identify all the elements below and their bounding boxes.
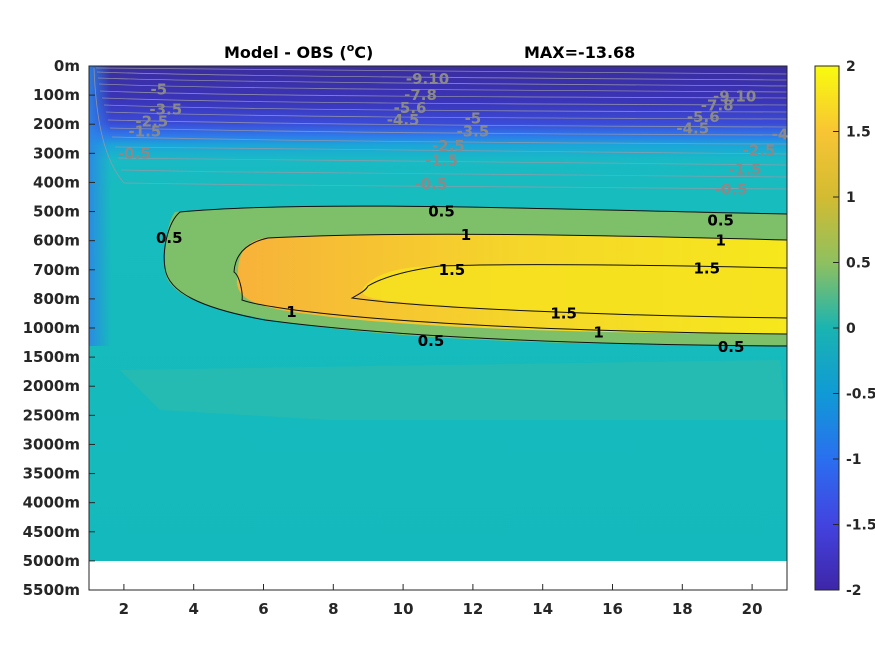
- chart-title: Model - OBS (oC): [224, 41, 373, 62]
- x-tick-label: 18: [672, 600, 693, 618]
- x-tick-label: 8: [328, 600, 338, 618]
- colorbar-tick-label: -1.5: [846, 518, 875, 534]
- contour-label-negative: -4: [772, 125, 789, 143]
- colorbar-tick-label: -0.5: [846, 387, 875, 403]
- contour-label-positive: 1: [593, 323, 603, 341]
- x-tick-label: 2: [119, 600, 129, 618]
- x-axis: 2 4 6 8 10 12 14 16 18 20: [119, 584, 763, 618]
- y-tick-label: 5000m: [23, 552, 80, 570]
- contour-label-negative: -2.5: [135, 112, 168, 130]
- y-tick-label: 1000m: [23, 319, 80, 337]
- contour-label-negative: -0.5: [118, 144, 151, 162]
- colorbar-tick-label: 0.5: [846, 256, 871, 272]
- colorbar-tick-label: -2: [846, 583, 862, 599]
- contour-label-negative: -7.8: [701, 96, 734, 114]
- y-tick-label: 3000m: [23, 435, 80, 453]
- contour-label-negative: -1.5: [425, 152, 458, 170]
- contour-label-positive: 1.5: [550, 304, 577, 322]
- x-tick-label: 16: [602, 600, 623, 618]
- field-mid-anomaly: [120, 360, 787, 420]
- y-tick-label: 800m: [33, 290, 80, 308]
- colorbar-tick-label: 0: [846, 321, 856, 337]
- contour-label-negative: -2.5: [432, 137, 465, 155]
- colorbar-tick-label: -1: [846, 452, 862, 468]
- contour-label-positive: 1.5: [439, 261, 466, 279]
- contour-label-negative: -3.5: [456, 123, 489, 141]
- y-tick-label: 700m: [33, 261, 80, 279]
- contour-label-negative: -1.5: [729, 160, 762, 178]
- contour-label-negative: -7.8: [404, 86, 437, 104]
- y-tick-label: 400m: [33, 173, 80, 191]
- x-tick-label: 6: [258, 600, 268, 618]
- x-tick-label: 10: [393, 600, 414, 618]
- contour-label-negative: -3.5: [149, 101, 182, 119]
- contour-label-positive: 0.5: [718, 338, 745, 356]
- y-tick-label: 500m: [33, 203, 80, 221]
- contour-label-positive: 0.5: [707, 211, 734, 229]
- max-annotation: MAX=-13.68: [524, 43, 635, 62]
- contour-label-positive: 0.5: [428, 203, 455, 221]
- contour-label-positive: 1: [715, 232, 725, 250]
- x-tick-label: 12: [462, 600, 483, 618]
- contour-label-positive: 1.5: [693, 259, 720, 277]
- contour-label-negative: -5: [465, 109, 482, 127]
- y-tick-label: 4000m: [23, 494, 80, 512]
- contour-label-positive: 1: [286, 303, 296, 321]
- y-tick-label: 5500m: [23, 581, 80, 599]
- contour-label-positive: 0.5: [418, 332, 445, 350]
- contour-label-positive: 0.5: [156, 229, 183, 247]
- no-data-region: [89, 561, 787, 590]
- contour-label-negative: -5.6: [394, 99, 427, 117]
- contour-label-negative: -0.5: [415, 175, 448, 193]
- contour-label-negative: -2.5: [743, 141, 776, 159]
- x-tick-label: 14: [532, 600, 553, 618]
- y-tick-label: 2500m: [23, 406, 80, 424]
- y-tick-label: 4500m: [23, 523, 80, 541]
- contour-label-negative: -4.5: [676, 120, 709, 138]
- y-axis: 0m 100m 200m 300m 400m 500m 600m 700m 800m 1000m 1…: [23, 57, 95, 599]
- positive-contours: [163, 205, 787, 347]
- contour-label-negative: -9.10: [406, 70, 449, 88]
- contour-label-negative: -9.10: [713, 88, 756, 106]
- colorbar-tick-label: 2: [846, 59, 856, 75]
- y-tick-label: 0m: [54, 57, 80, 75]
- contour-label-negative: -5.6: [687, 108, 720, 126]
- field-hot-core: [362, 264, 787, 318]
- contour-label-negative: -4.5: [387, 111, 420, 129]
- y-tick-label: 1500m: [23, 348, 80, 366]
- contour-label-negative: -1.5: [128, 123, 161, 141]
- colorbar-tick-label: 1: [846, 190, 856, 206]
- x-tick-label: 20: [742, 600, 763, 618]
- heatmap-field: [89, 66, 787, 561]
- contour-label-negative: -0.5: [715, 181, 748, 199]
- y-tick-label: 200m: [33, 115, 80, 133]
- colorbar-tick-label: 1.5: [846, 125, 871, 141]
- y-tick-label: 3500m: [23, 465, 80, 483]
- y-tick-label: 300m: [33, 144, 80, 162]
- colorbar-ticks: 2 1.5 1 0.5 0 -0.5 -1 -1.5 -2: [833, 59, 875, 599]
- y-tick-label: 100m: [33, 86, 80, 104]
- field-left-edge: [89, 66, 111, 346]
- contour-label-positive: 1: [461, 226, 471, 244]
- y-tick-label: 2000m: [23, 377, 80, 395]
- x-tick-label: 4: [188, 600, 198, 618]
- contour-label-negative: -5: [150, 80, 167, 98]
- y-tick-label: 600m: [33, 232, 80, 250]
